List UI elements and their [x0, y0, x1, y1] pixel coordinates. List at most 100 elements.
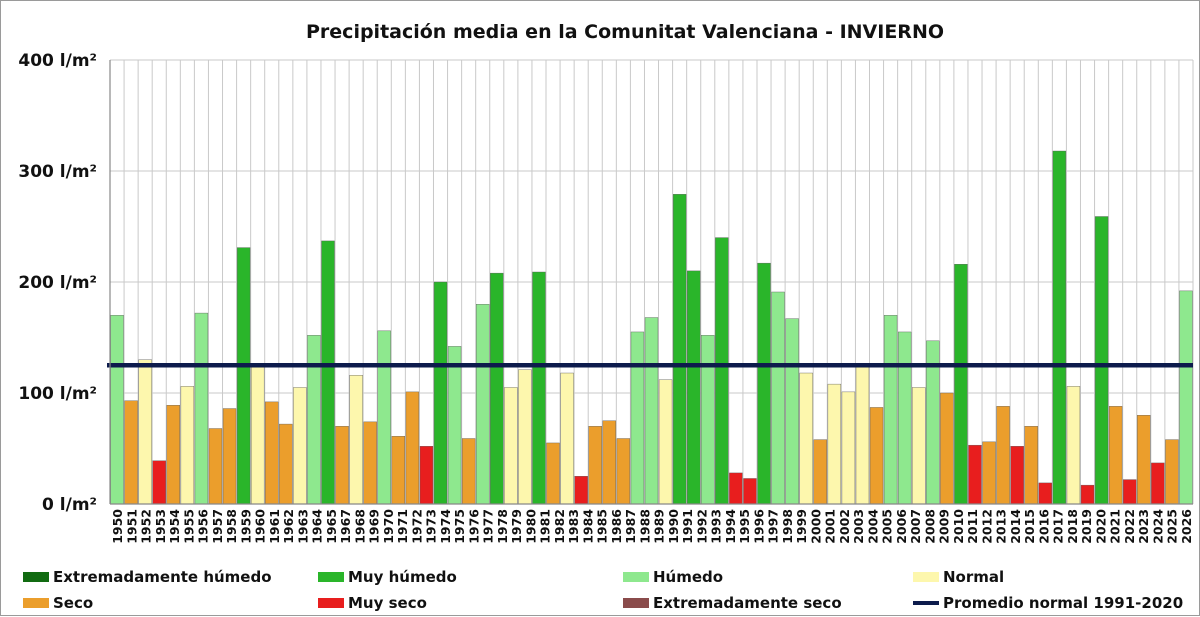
- bar-2005: [883, 315, 898, 505]
- x-tick-label: 1956: [196, 509, 211, 544]
- x-tick-label: 1955: [181, 509, 196, 544]
- bar-2021: [1108, 406, 1123, 505]
- x-tick-label: 1964: [310, 509, 325, 544]
- x-tick-label: 1999: [794, 509, 809, 544]
- legend-item-n: Normal: [913, 568, 1004, 586]
- x-tick-label: 2002: [837, 509, 852, 544]
- bar-1994: [729, 472, 743, 505]
- legend-item-s: Seco: [23, 594, 93, 612]
- x-tick-label: 1984: [580, 509, 595, 544]
- x-tick-label: 2020: [1093, 509, 1108, 544]
- bar-2011: [968, 444, 982, 505]
- x-tick-label: 1996: [751, 509, 766, 544]
- bar-1956: [194, 312, 209, 505]
- x-tick-label: 1951: [124, 509, 139, 544]
- bar-2025: [1165, 439, 1179, 505]
- x-tick-label: 1958: [224, 509, 239, 544]
- legend-label: Extremadamente húmedo: [53, 568, 272, 586]
- bar-1998: [785, 318, 799, 505]
- bar-1969: [377, 330, 391, 505]
- bar-1976: [476, 304, 490, 505]
- x-tick-label: 1979: [509, 509, 524, 544]
- x-tick-label: 1969: [367, 509, 382, 544]
- x-tick-label: 1971: [395, 509, 410, 544]
- bar-1964: [307, 335, 321, 505]
- x-tick-label: 1970: [381, 509, 396, 544]
- x-tick-label: 1998: [780, 509, 795, 544]
- x-tick-label: 1980: [523, 509, 538, 544]
- bar-1953: [152, 460, 166, 505]
- y-tick-label: 400 l/m²: [18, 51, 97, 71]
- bar-1987: [630, 331, 645, 505]
- bar-1970: [391, 436, 406, 505]
- x-tick-label: 1992: [694, 509, 709, 544]
- bar-1955: [180, 386, 195, 505]
- x-tick-label: 2006: [894, 509, 909, 544]
- legend-item-ms: Muy seco: [318, 594, 427, 612]
- bar-1989: [658, 379, 673, 505]
- x-tick-label: 2015: [1022, 509, 1037, 544]
- x-tick-label: 1968: [352, 509, 367, 544]
- legend-label: Normal: [943, 568, 1004, 586]
- x-tick-label: 2021: [1108, 509, 1123, 544]
- x-tick-label: 1978: [495, 509, 510, 544]
- x-tick-label: 1959: [238, 509, 253, 544]
- legend-label: Muy húmedo: [348, 568, 457, 586]
- bar-2016: [1038, 482, 1052, 505]
- bar-1997: [771, 291, 785, 505]
- x-tick-label: 1995: [737, 509, 752, 544]
- bar-2007: [912, 387, 926, 505]
- bar-1985: [602, 420, 616, 505]
- x-tick-label: 2011: [965, 509, 980, 544]
- x-tick-label: 2023: [1136, 509, 1151, 544]
- bar-1979: [518, 369, 532, 505]
- x-tick-label: 1990: [666, 509, 681, 544]
- bar-2004: [869, 407, 884, 505]
- legend-swatch: [318, 598, 344, 608]
- y-tick-label: 300 l/m²: [18, 162, 97, 182]
- bar-1966: [335, 426, 349, 505]
- x-tick-label: 1988: [637, 509, 652, 544]
- x-tick-label: 1967: [338, 509, 353, 544]
- legend: Extremadamente húmedo Muy húmedo Húmedo Nor…: [23, 568, 1183, 612]
- x-tick-label: 2004: [865, 509, 880, 544]
- bar-1971: [405, 391, 420, 505]
- legend-swatch: [623, 572, 649, 582]
- x-tick-label: 1997: [766, 509, 781, 544]
- x-tick-label: 1975: [452, 509, 467, 544]
- bar-1975: [461, 438, 476, 505]
- x-tick-label: 2008: [922, 509, 937, 544]
- x-tick-label: 1973: [424, 509, 439, 544]
- x-tick-label: 2013: [994, 509, 1009, 544]
- x-tick-label: 1982: [552, 509, 567, 544]
- bar-2003: [855, 366, 870, 505]
- bar-1952: [138, 359, 152, 505]
- legend-label: Extremadamente seco: [653, 594, 842, 612]
- bar-2024: [1151, 462, 1165, 505]
- bar-2019: [1080, 484, 1095, 505]
- x-tick-label: 1974: [438, 509, 453, 544]
- x-tick-label: 2026: [1179, 509, 1194, 544]
- bar-2000: [813, 439, 827, 505]
- legend-item-es: Extremadamente seco: [623, 594, 842, 612]
- bar-2020: [1094, 216, 1109, 505]
- bar-1996: [757, 262, 771, 505]
- legend-label: Seco: [53, 594, 93, 612]
- y-tick-label: 200 l/m²: [18, 273, 97, 293]
- y-tick-label: 0 l/m²: [42, 495, 97, 515]
- legend-swatch: [623, 598, 649, 608]
- bar-2018: [1066, 386, 1081, 505]
- legend-swatch: [318, 572, 344, 582]
- bar-1999: [799, 372, 813, 505]
- x-tick-label: 1961: [267, 509, 282, 544]
- bar-1986: [616, 438, 631, 505]
- bar-2010: [954, 264, 968, 505]
- bar-1982: [560, 372, 574, 505]
- x-tick-label: 2012: [979, 509, 994, 544]
- bar-1965: [321, 240, 335, 505]
- x-tick-label: 1993: [709, 509, 724, 544]
- x-tick-labels: 1950 1951 1952 1953 1954 1955 1956 1957 1958 1959…: [110, 509, 1194, 544]
- bar-1993: [715, 237, 729, 505]
- x-tick-label: 2003: [851, 509, 866, 544]
